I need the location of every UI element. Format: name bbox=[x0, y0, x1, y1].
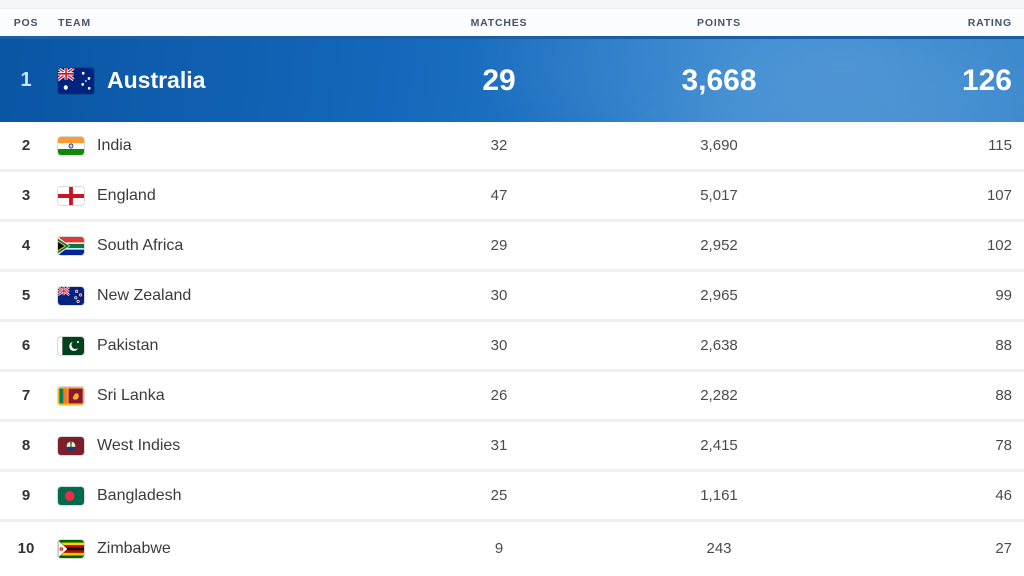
position-value: 1 bbox=[20, 69, 32, 91]
table-row[interactable]: 2 India 32 3,690 115 bbox=[0, 122, 1024, 172]
points-value: 3,690 bbox=[700, 137, 738, 154]
team-name: India bbox=[97, 136, 132, 154]
table-row[interactable]: 3 England 47 5,017 107 bbox=[0, 172, 1024, 222]
team-name: Pakistan bbox=[97, 336, 159, 354]
points-value: 1,161 bbox=[700, 487, 738, 504]
team-name: Zimbabwe bbox=[97, 539, 171, 557]
table-row[interactable]: 7 Sri Lanka 26 2,282 88 bbox=[0, 372, 1024, 422]
south-africa-flag-icon bbox=[58, 236, 84, 255]
table-row[interactable]: 10 Zimbabwe 9 243 27 bbox=[0, 522, 1024, 575]
rating-value: 88 bbox=[995, 337, 1012, 354]
position-value: 8 bbox=[21, 437, 31, 454]
team-cell: Bangladesh bbox=[52, 486, 424, 505]
team-name: Sri Lanka bbox=[97, 386, 165, 404]
india-flag-icon bbox=[58, 136, 84, 155]
column-header-pos: POS bbox=[13, 16, 39, 29]
position-value: 10 bbox=[17, 540, 35, 557]
team-name: England bbox=[97, 186, 156, 204]
new-zealand-flag-icon bbox=[58, 286, 84, 305]
team-name: South Africa bbox=[97, 236, 184, 254]
team-name: West Indies bbox=[97, 436, 181, 454]
matches-value: 26 bbox=[490, 387, 508, 404]
column-header-team: TEAM bbox=[58, 16, 91, 29]
table-row[interactable]: 4 South Africa 29 2,952 102 bbox=[0, 222, 1024, 272]
points-value: 2,638 bbox=[700, 337, 738, 354]
team-cell: India bbox=[52, 136, 424, 155]
team-name: New Zealand bbox=[97, 286, 192, 304]
team-name: Bangladesh bbox=[97, 486, 182, 504]
rating-value: 99 bbox=[995, 287, 1012, 304]
table-row[interactable]: 5 New Zealand 30 2,965 99 bbox=[0, 272, 1024, 322]
points-value: 2,282 bbox=[700, 387, 738, 404]
pakistan-flag-icon bbox=[58, 336, 84, 355]
team-cell: New Zealand bbox=[52, 286, 424, 305]
matches-value: 30 bbox=[490, 287, 508, 304]
top-strip bbox=[0, 0, 1024, 9]
column-header-matches: MATCHES bbox=[470, 16, 528, 29]
matches-value: 47 bbox=[490, 187, 508, 204]
position-value: 3 bbox=[21, 187, 31, 204]
column-header-rating: RATING bbox=[967, 16, 1012, 29]
points-value: 2,965 bbox=[700, 287, 738, 304]
team-cell: Australia bbox=[52, 67, 424, 94]
rows-container: 2 India 32 3,690 115 3 England 47 5,017 107 4 South… bbox=[0, 122, 1024, 575]
table-row[interactable]: 6 Pakistan 30 2,638 88 bbox=[0, 322, 1024, 372]
matches-value: 30 bbox=[490, 337, 508, 354]
position-value: 7 bbox=[21, 387, 31, 404]
rating-value: 107 bbox=[986, 187, 1012, 204]
points-value: 3,668 bbox=[681, 63, 757, 97]
rating-value: 27 bbox=[995, 540, 1012, 557]
rating-value: 115 bbox=[988, 137, 1012, 154]
matches-value: 9 bbox=[494, 540, 504, 557]
matches-value: 25 bbox=[490, 487, 508, 504]
matches-value: 29 bbox=[482, 63, 516, 97]
points-value: 2,952 bbox=[700, 237, 738, 254]
table-row[interactable]: 8 West Indies 31 2,415 78 bbox=[0, 422, 1024, 472]
table-row[interactable]: 9 Bangladesh 25 1,161 46 bbox=[0, 472, 1024, 522]
points-value: 243 bbox=[706, 540, 732, 557]
team-cell: South Africa bbox=[52, 236, 424, 255]
team-name: Australia bbox=[107, 67, 206, 93]
matches-value: 32 bbox=[490, 137, 508, 154]
points-value: 5,017 bbox=[700, 187, 738, 204]
position-value: 9 bbox=[21, 487, 31, 504]
matches-value: 31 bbox=[490, 437, 508, 454]
team-cell: Zimbabwe bbox=[52, 539, 424, 558]
bangladesh-flag-icon bbox=[58, 486, 84, 505]
rating-value: 126 bbox=[961, 63, 1012, 97]
rating-value: 88 bbox=[995, 387, 1012, 404]
points-value: 2,415 bbox=[700, 437, 738, 454]
table-header: POS TEAM MATCHES POINTS RATING bbox=[0, 9, 1024, 36]
position-value: 6 bbox=[21, 337, 31, 354]
table-row-highlighted[interactable]: 1 Australia 29 3,668 126 bbox=[0, 36, 1024, 122]
position-value: 5 bbox=[21, 287, 31, 304]
rating-value: 46 bbox=[995, 487, 1012, 504]
team-cell: England bbox=[52, 186, 424, 205]
west-indies-flag-icon bbox=[58, 436, 84, 455]
position-value: 4 bbox=[21, 237, 31, 254]
team-cell: Pakistan bbox=[52, 336, 424, 355]
team-cell: Sri Lanka bbox=[52, 386, 424, 405]
zimbabwe-flag-icon bbox=[58, 539, 84, 558]
team-cell: West Indies bbox=[52, 436, 424, 455]
sri-lanka-flag-icon bbox=[58, 386, 84, 405]
australia-flag-icon bbox=[58, 67, 94, 94]
rating-value: 78 bbox=[995, 437, 1012, 454]
matches-value: 29 bbox=[490, 237, 508, 254]
rating-value: 102 bbox=[986, 237, 1012, 254]
england-flag-icon bbox=[58, 186, 84, 205]
position-value: 2 bbox=[21, 137, 31, 154]
column-header-points: POINTS bbox=[697, 16, 741, 29]
